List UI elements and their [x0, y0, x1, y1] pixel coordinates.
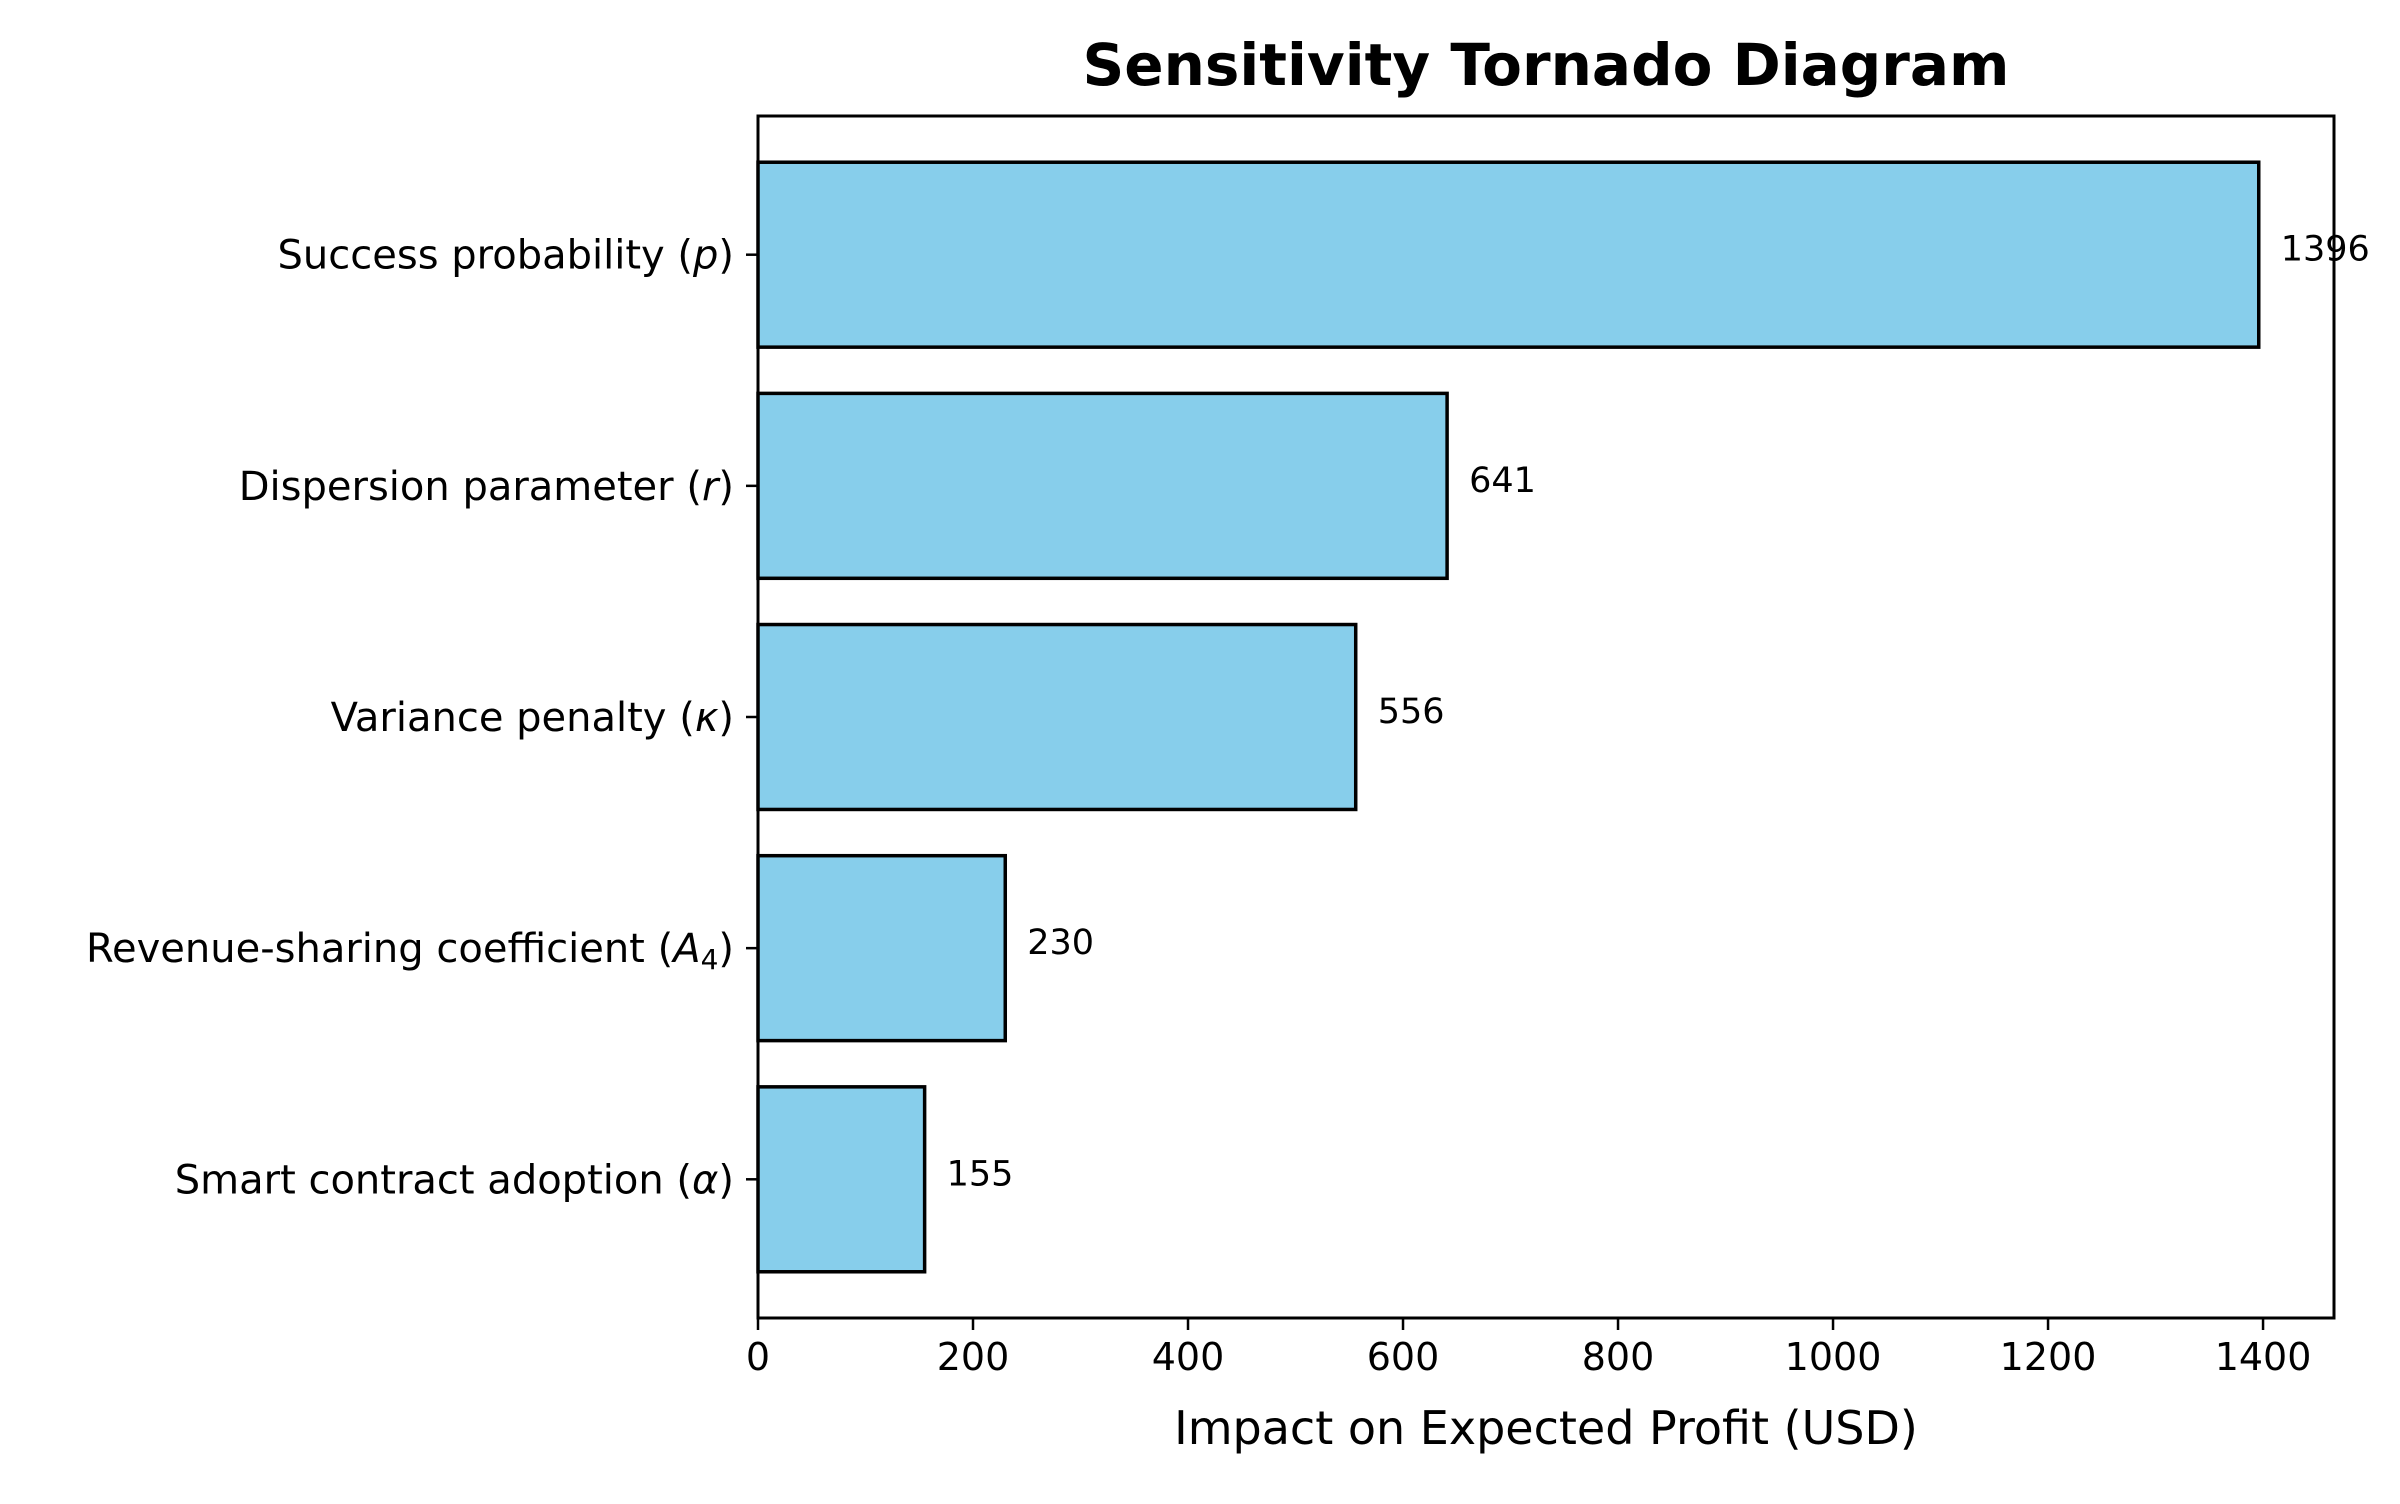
bar	[756, 1085, 927, 1274]
bar	[756, 160, 2261, 349]
bar	[756, 391, 1449, 581]
bars-group	[756, 160, 2261, 1274]
value-label: 556	[1378, 692, 1445, 732]
y-tick-label: Revenue-sharing coefficient (A4)	[86, 926, 734, 976]
value-labels-group: 1396 641 556 230 155	[947, 230, 2370, 1195]
bar	[756, 853, 1008, 1043]
y-tick-label: Dispersion parameter (r)	[239, 464, 734, 510]
x-axis: 0 200 400 600 800 1000 1200 1400	[746, 1318, 2312, 1379]
value-label: 155	[947, 1154, 1014, 1194]
chart-title: Sensitivity Tornado Diagram	[1083, 31, 2010, 99]
x-axis-label: Impact on Expected Profit (USD)	[1174, 1401, 1918, 1455]
x-tick-label: 400	[1152, 1335, 1225, 1379]
x-tick-label: 1200	[2000, 1335, 2097, 1379]
x-tick-label: 200	[937, 1335, 1010, 1379]
y-axis: Success probability (p) Dispersion parame…	[86, 233, 758, 1203]
x-tick-label: 800	[1582, 1335, 1655, 1379]
x-tick-label: 1000	[1785, 1335, 1882, 1379]
value-label: 230	[1027, 923, 1094, 963]
y-tick-label: Smart contract adoption (α)	[175, 1157, 734, 1203]
value-label: 1396	[2281, 230, 2370, 270]
x-tick-label: 1400	[2215, 1335, 2312, 1379]
x-tick-label: 0	[746, 1335, 770, 1379]
y-tick-label: Success probability (p)	[278, 233, 734, 279]
value-label: 641	[1469, 461, 1536, 501]
x-tick-label: 600	[1367, 1335, 1440, 1379]
y-tick-label: Variance penalty (κ)	[331, 695, 734, 741]
plot-frame	[756, 114, 2336, 1320]
bar	[756, 622, 1358, 812]
